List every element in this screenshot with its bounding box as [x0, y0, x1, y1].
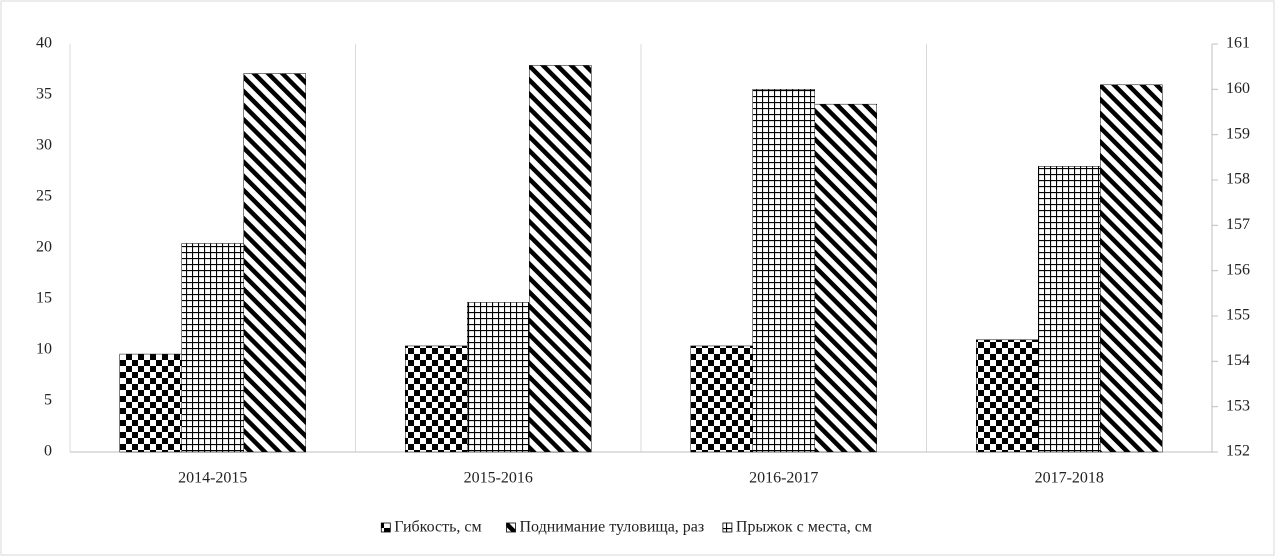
bar — [814, 103, 877, 453]
bar — [690, 345, 753, 453]
bar — [243, 73, 306, 453]
bar — [405, 345, 468, 453]
y2-tick-label: 155 — [1226, 307, 1250, 324]
y2-tick-label: 160 — [1226, 80, 1250, 97]
y-tick-label: 0 — [44, 443, 52, 460]
y2-tick-label: 154 — [1226, 352, 1250, 369]
y-tick-label: 10 — [36, 341, 52, 358]
legend-label: Поднимание туловища, раз — [520, 519, 705, 536]
legend-label: Гибкость, см — [394, 519, 481, 536]
bar — [1100, 84, 1163, 453]
legend-swatch — [722, 522, 733, 533]
y2-tick-label: 159 — [1226, 125, 1250, 142]
y2-tick-label: 156 — [1226, 261, 1250, 278]
y2-tick-label: 157 — [1226, 216, 1250, 233]
y2-tick-label: 152 — [1226, 443, 1250, 460]
legend-label: Прыжок с места, см — [736, 519, 872, 536]
bar — [467, 302, 530, 453]
bar — [529, 65, 592, 453]
y-tick-label: 35 — [36, 86, 52, 103]
bar — [181, 243, 244, 453]
y2-tick-label: 158 — [1226, 171, 1250, 188]
x-tick-label: 2017-2018 — [1035, 470, 1104, 487]
y-tick-label: 40 — [36, 35, 52, 52]
legend-swatch — [380, 522, 391, 533]
bar — [752, 89, 815, 453]
bar — [976, 339, 1039, 453]
y-tick-label: 15 — [36, 290, 52, 307]
bar — [1038, 166, 1101, 453]
y-tick-label: 25 — [36, 188, 52, 205]
y2-tick-label: 161 — [1226, 35, 1250, 52]
y-tick-label: 5 — [44, 392, 52, 409]
y-tick-label: 30 — [36, 137, 52, 154]
x-tick-label: 2016-2017 — [749, 470, 818, 487]
x-tick-label: 2014-2015 — [178, 470, 247, 487]
y-tick-label: 20 — [36, 239, 52, 256]
bar — [119, 353, 182, 453]
legend-swatch — [506, 522, 516, 533]
y2-tick-label: 153 — [1226, 397, 1250, 414]
x-tick-label: 2015-2016 — [464, 470, 533, 487]
